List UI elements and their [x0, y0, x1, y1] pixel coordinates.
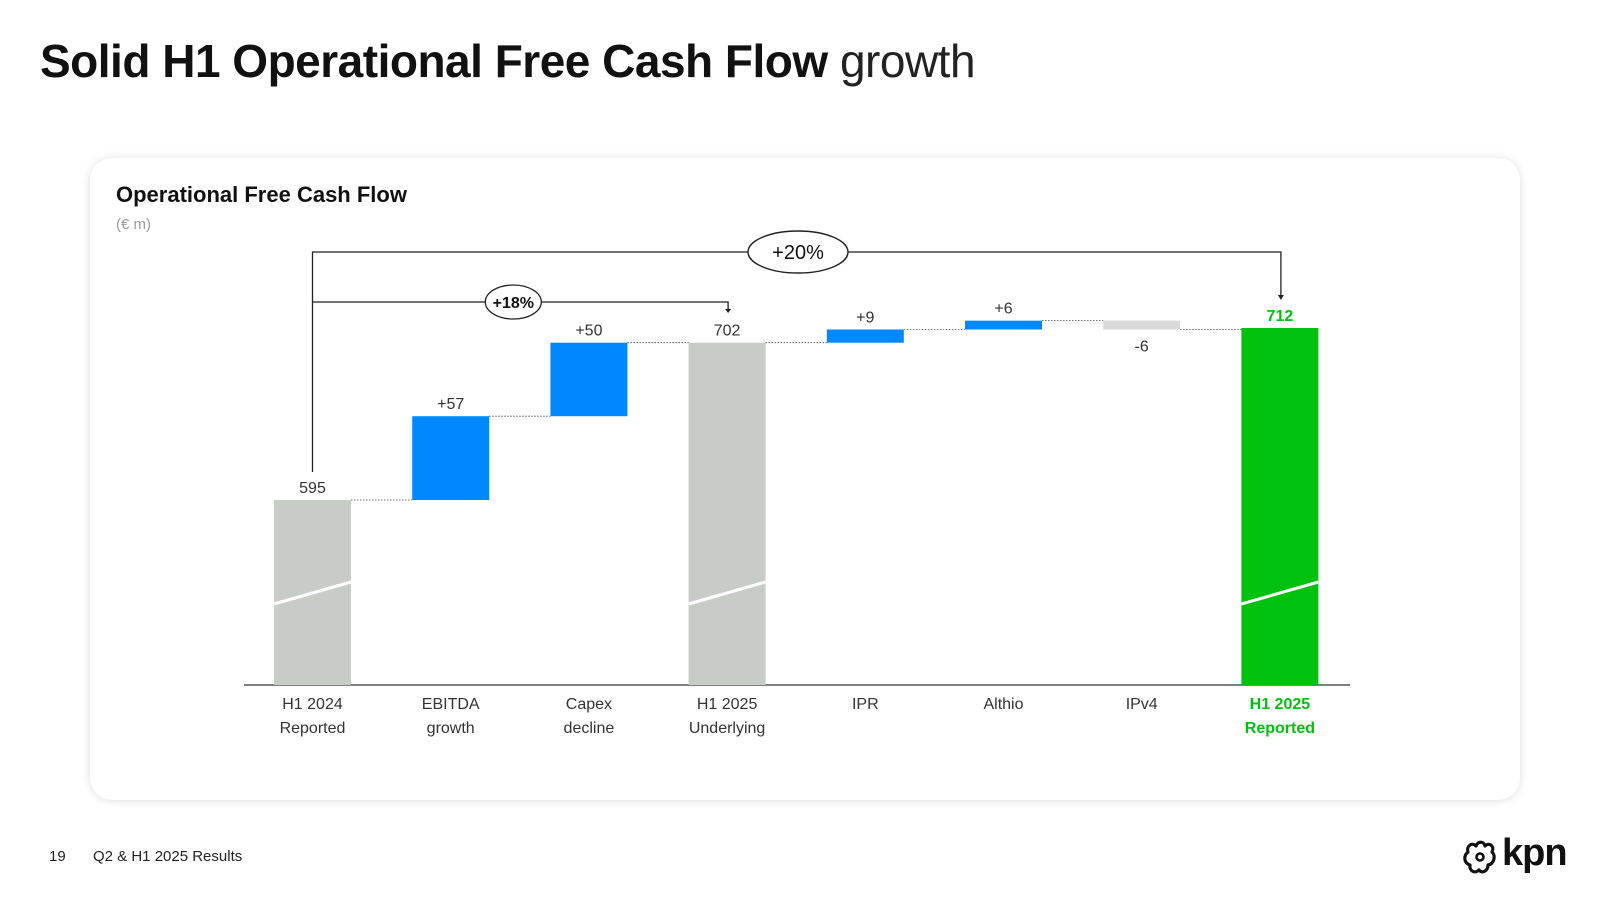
bar-3	[688, 342, 766, 685]
category-label-0: H1 2024	[282, 696, 343, 713]
page-title-light: growth	[839, 35, 976, 87]
logo-text: kpn	[1502, 832, 1568, 874]
page-title: Solid H1 Operational Free Cash Flow grow…	[40, 34, 976, 88]
data-label-1: +57	[437, 396, 464, 413]
bracket-line-18	[311, 301, 729, 472]
kpn-crown-icon	[1463, 840, 1496, 874]
annotation-bubble-20	[747, 230, 849, 274]
bar-7	[1241, 328, 1319, 685]
category-label-line2-7: Reported	[1245, 720, 1315, 737]
annotation-bubble-18	[484, 284, 542, 320]
bar-4	[826, 329, 904, 343]
bar-1	[412, 416, 490, 500]
axis-break-3	[688, 580, 767, 606]
waterfall-chart: 595 H1 2024 Reported +57 EBITDA growth +50 Cape…	[244, 230, 1350, 737]
data-label-5: +6	[994, 301, 1012, 318]
chart-title: Operational Free Cash Flow	[116, 182, 407, 207]
data-label-4: +9	[856, 309, 874, 326]
data-label-2: +50	[575, 323, 602, 340]
bar-6	[1103, 320, 1181, 330]
annotation-label-18: +18%	[493, 295, 534, 312]
category-label-line2-0: Reported	[280, 720, 346, 737]
bracket-arrow-20	[1277, 295, 1284, 300]
category-label-line2-1: growth	[427, 720, 475, 737]
category-label-4: IPR	[852, 696, 879, 713]
category-label-line2-2: decline	[564, 720, 615, 737]
chart-unit: (€ m)	[116, 216, 151, 233]
chart-card: Operational Free Cash Flow (€ m) 595 H1 2…	[90, 158, 1520, 800]
axis-break-0	[273, 580, 352, 606]
page-title-bold: Solid H1 Operational Free Cash Flow	[40, 35, 828, 87]
category-label-5: Althio	[983, 696, 1023, 713]
data-label-6: -6	[1135, 338, 1149, 355]
bracket-arrow-18	[725, 309, 732, 313]
bar-5	[965, 320, 1042, 330]
footer-text: Q2 & H1 2025 Results	[93, 848, 243, 865]
category-label-2: Capex	[566, 696, 612, 713]
category-label-line2-3: Underlying	[689, 720, 765, 737]
category-label-1: EBITDA	[422, 696, 480, 713]
data-label-0: 595	[299, 480, 326, 497]
page-number: 19	[49, 848, 66, 865]
bar-2	[550, 342, 628, 417]
axis-break-7	[1240, 580, 1319, 606]
data-label-3: 702	[714, 323, 741, 340]
category-label-7: H1 2025	[1250, 696, 1311, 713]
annotation-label-20: +20%	[772, 242, 824, 264]
category-label-3: H1 2025	[697, 696, 758, 713]
data-label-7: 712	[1267, 308, 1294, 325]
category-label-6: IPv4	[1126, 696, 1158, 713]
kpn-logo: kpn	[1460, 832, 1572, 880]
